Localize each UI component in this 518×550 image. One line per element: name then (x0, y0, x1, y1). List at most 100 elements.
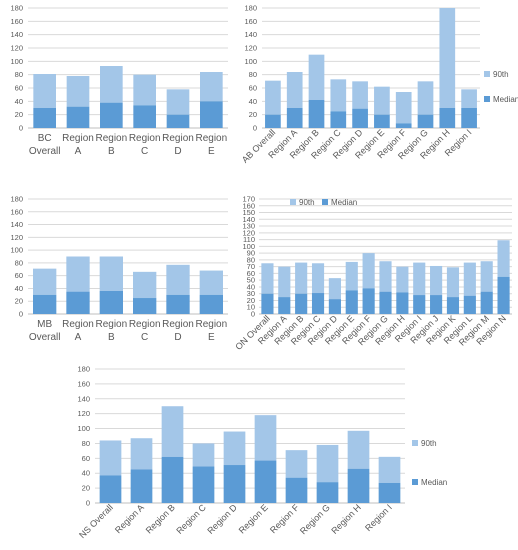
x-tick-label: Region F (268, 502, 301, 535)
x-tick-label: Region C (129, 133, 161, 157)
x-tick-label: Region C (129, 319, 161, 343)
y-tick-label: 20 (15, 110, 23, 119)
bar-90th (133, 74, 156, 106)
bar-90th (463, 262, 476, 296)
bar-median (374, 114, 390, 128)
bar-median (99, 475, 122, 503)
bar-90th (286, 72, 303, 108)
x-tick-label: Region I (363, 502, 394, 533)
bar-median (99, 291, 123, 314)
y-tick-label: 50 (247, 276, 255, 285)
bar-median (362, 288, 375, 314)
bar-90th (261, 263, 274, 294)
bar-median (200, 101, 223, 128)
bar-90th (352, 81, 368, 109)
bar-median (316, 482, 339, 503)
y-tick-label: 140 (77, 394, 90, 403)
bar-90th (396, 266, 409, 293)
legend-label: 90th (299, 198, 315, 207)
bar-90th (33, 74, 56, 108)
bar-90th (265, 80, 281, 115)
bar-median (347, 468, 370, 503)
x-tick-label: Region A (62, 319, 94, 343)
legend-swatch (484, 71, 490, 77)
y-tick-label: 100 (77, 424, 90, 433)
y-tick-label: 180 (10, 195, 23, 204)
bar-median (417, 114, 434, 128)
bar-median (254, 460, 277, 503)
chart-on: 0102030405060708090100110120130140150160… (233, 195, 512, 352)
y-tick-label: 120 (244, 44, 257, 53)
legend-label: Median (421, 478, 447, 487)
bar-90th (199, 270, 223, 295)
bar-median (330, 111, 347, 128)
bar-90th (161, 406, 184, 457)
bar-median (413, 295, 426, 314)
y-tick-label: 100 (10, 57, 23, 66)
bar-median (66, 291, 90, 314)
y-tick-label: 60 (247, 269, 255, 278)
bar-90th (362, 253, 375, 289)
y-tick-label: 140 (10, 30, 23, 39)
bar-90th (413, 262, 426, 296)
x-tick-label: Region D (162, 319, 194, 343)
y-tick-label: 40 (82, 469, 90, 478)
y-tick-label: 70 (247, 262, 255, 271)
bar-median (133, 298, 157, 314)
y-tick-label: 60 (15, 84, 23, 93)
bar-90th (480, 261, 493, 292)
legend-label: Median (331, 198, 357, 207)
x-tick-label: Region C (174, 502, 208, 536)
bar-90th (347, 430, 370, 469)
x-tick-label: MB Overall (29, 319, 61, 343)
bar-median (166, 294, 190, 314)
bar-median (33, 108, 56, 128)
bar-90th (395, 92, 412, 124)
y-tick-label: 40 (249, 97, 257, 106)
y-tick-label: 100 (242, 242, 255, 251)
legend-label: 90th (421, 439, 437, 448)
legend-swatch (412, 479, 418, 485)
legend-label: Median (493, 95, 518, 104)
y-tick-label: 120 (77, 409, 90, 418)
legend-swatch (290, 199, 296, 205)
y-tick-label: 130 (242, 222, 255, 231)
y-tick-label: 120 (242, 228, 255, 237)
bar-90th (430, 265, 443, 296)
y-tick-label: 120 (10, 44, 23, 53)
y-tick-label: 20 (249, 110, 257, 119)
x-tick-label: Region D (162, 133, 194, 157)
bar-median (396, 292, 409, 314)
y-tick-label: 100 (244, 57, 257, 66)
bar-90th (417, 81, 434, 115)
bar-median (133, 105, 156, 128)
y-tick-label: 40 (247, 282, 255, 291)
y-tick-label: 110 (243, 235, 255, 244)
bar-90th (166, 264, 190, 295)
bar-median (395, 123, 412, 128)
bar-median (439, 108, 456, 128)
y-tick-label: 60 (15, 271, 23, 280)
y-tick-label: 80 (249, 70, 257, 79)
y-tick-label: 60 (249, 84, 257, 93)
x-tick-label: Region H (329, 502, 363, 536)
bar-90th (223, 431, 246, 466)
y-tick-label: 20 (15, 297, 23, 306)
y-tick-label: 80 (247, 255, 255, 264)
x-tick-label: NS Overall (77, 502, 115, 540)
legend-swatch (484, 96, 490, 102)
y-tick-label: 0 (19, 310, 23, 319)
y-tick-label: 80 (15, 70, 23, 79)
bar-90th (133, 271, 157, 299)
bar-90th (446, 267, 460, 298)
bar-median (378, 482, 401, 503)
y-tick-label: 160 (10, 17, 23, 26)
bar-90th (439, 8, 456, 108)
y-tick-label: 140 (242, 215, 255, 224)
y-tick-label: 160 (244, 17, 257, 26)
bar-90th (130, 438, 153, 470)
legend-swatch (322, 199, 328, 205)
bar-median (286, 108, 303, 128)
bar-90th (100, 66, 123, 103)
